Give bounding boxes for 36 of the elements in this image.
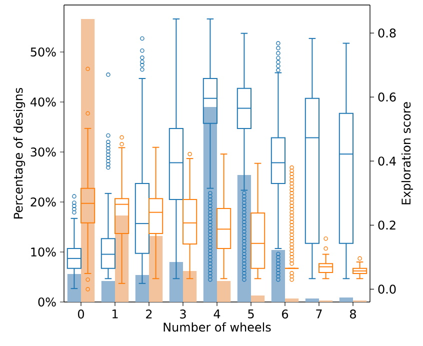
bar [67, 274, 81, 302]
x-axis-title: Number of wheels [164, 322, 271, 332]
bar [101, 281, 115, 302]
bar [169, 262, 183, 302]
x-tick-label: 3 [180, 310, 186, 319]
x-tick-label: 7 [316, 310, 322, 318]
bar [182, 271, 197, 302]
x-tick-label: 5 [248, 310, 254, 318]
bar [81, 18, 95, 302]
y-tick-label: 0% [38, 297, 56, 307]
x-tick-label: 6 [282, 310, 288, 319]
y2-tick-label: 0.4 [378, 156, 396, 166]
bar [149, 236, 163, 302]
bar [250, 296, 265, 302]
bar [216, 281, 231, 302]
y-tick-label: 50% [30, 47, 56, 57]
x-tick-label: 2 [146, 310, 152, 318]
y2-tick-label: 0.0 [378, 284, 396, 294]
y2-tick-label: 0.2 [378, 220, 396, 230]
y-tick-label: 10% [31, 247, 56, 257]
x-tick-label: 0 [78, 310, 84, 319]
y2-tick-label: 0.6 [378, 92, 396, 102]
bar [339, 298, 353, 302]
y-tick-label: 20% [30, 197, 56, 207]
bar [284, 298, 299, 302]
y2-axis-title: Exploration score [401, 102, 413, 204]
x-tick-label: 4 [214, 310, 220, 318]
bar [271, 250, 285, 302]
y2-tick-label: 0.8 [378, 28, 396, 38]
x-tick-label: 1 [112, 310, 118, 318]
bar [135, 275, 149, 302]
bar [305, 298, 319, 302]
x-tick-label: 8 [350, 310, 356, 319]
y-axis-title: Percentage of designs [14, 88, 26, 218]
y-tick-label: 30% [30, 147, 56, 157]
y-tick-label: 40% [30, 97, 56, 107]
